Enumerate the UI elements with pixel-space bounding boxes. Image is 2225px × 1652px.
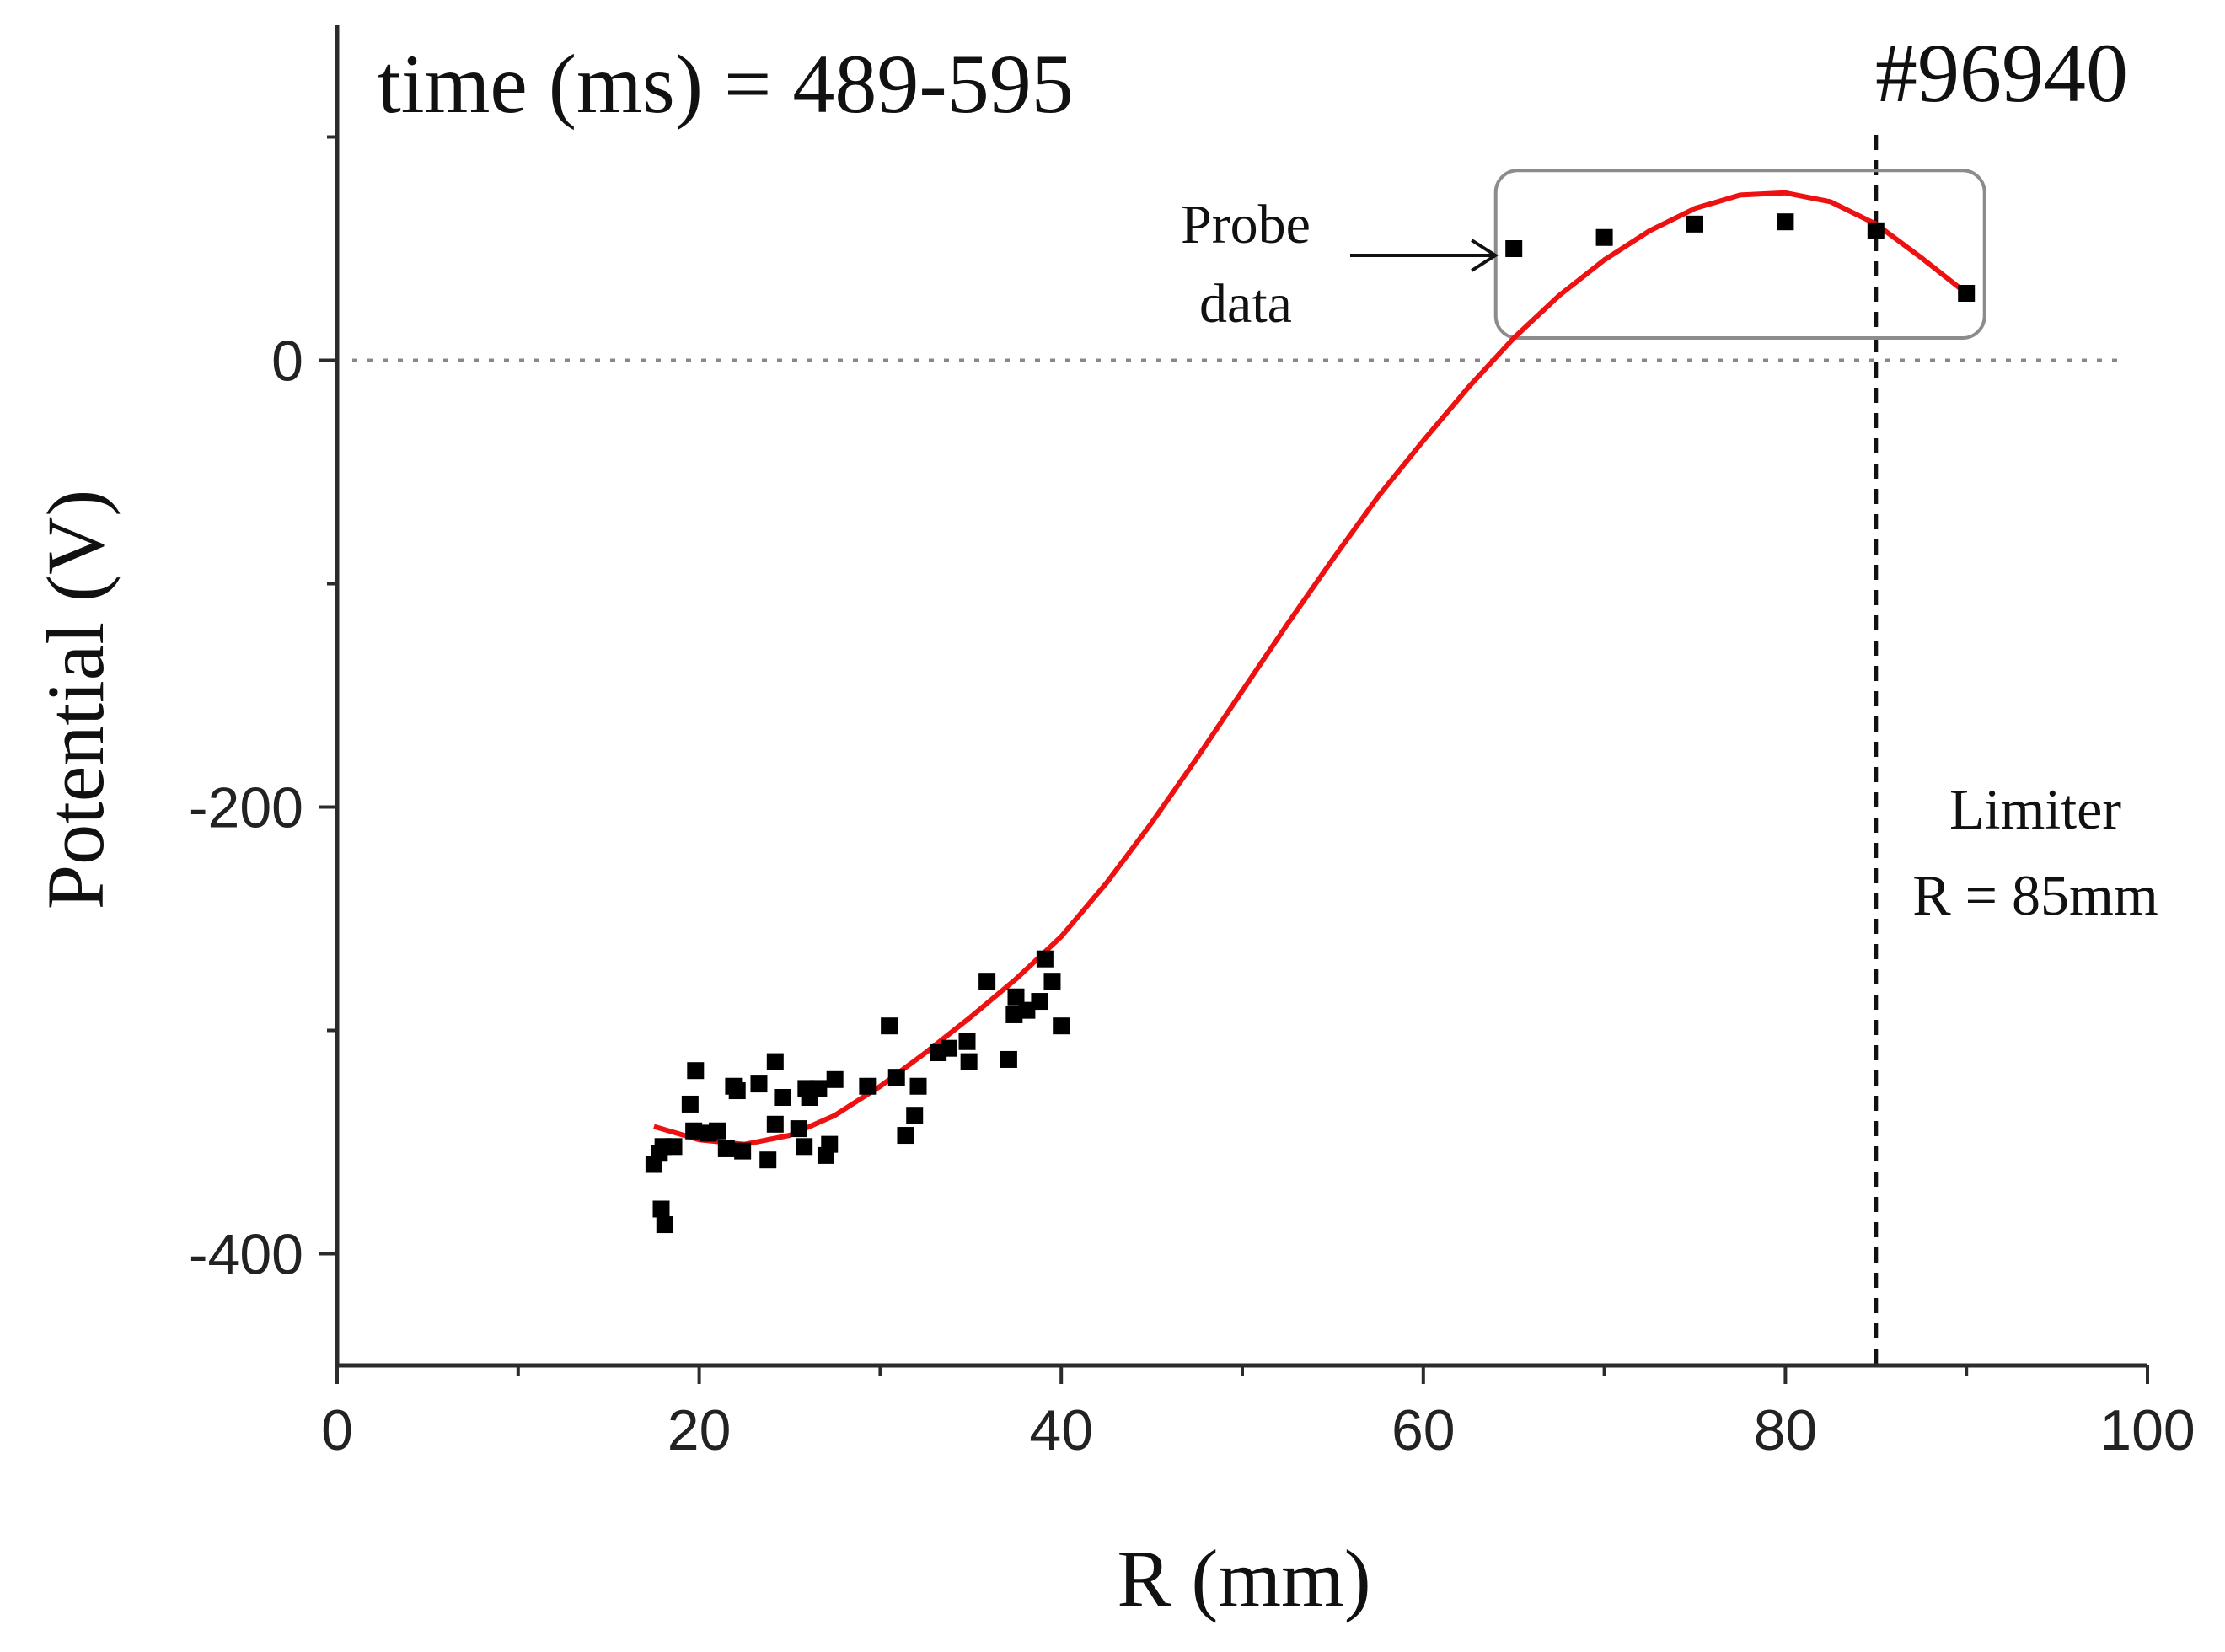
data-point [709,1122,726,1140]
data-point [958,1032,976,1050]
data-point [859,1077,877,1095]
data-point [941,1039,958,1057]
data-point [1043,973,1061,990]
data-point [665,1138,683,1156]
data-point [960,1053,978,1070]
x-tick-label: 40 [1029,1398,1093,1462]
data-point [1505,240,1523,257]
y-tick-label: 0 [271,330,303,394]
data-point [734,1142,752,1160]
x-tick-label: 80 [1754,1398,1818,1462]
data-point [1053,1017,1070,1035]
x-tick-label: 100 [2099,1398,2195,1462]
data-point [759,1151,777,1169]
axes: 0 20 40 60 80 100 -400 -200 0 [189,25,2196,1462]
data-point [897,1127,914,1145]
data-point [685,1122,703,1140]
data-point [1036,950,1054,968]
shot-number: #96940 [1875,26,2128,120]
limiter-label-line2: R = 85mm [1912,863,2158,927]
data-point [1958,285,1976,302]
x-tick-label: 0 [321,1398,353,1462]
data-point [656,1216,673,1234]
data-point [1000,1050,1017,1068]
y-axis-title: Potential (V) [30,490,121,910]
data-point [821,1135,839,1153]
data-point [687,1062,705,1080]
data-point [978,973,996,990]
data-point [774,1089,791,1106]
y-tick-label: -400 [189,1223,303,1287]
data-point [652,1200,670,1218]
data-point [681,1095,699,1113]
data-point [1005,1006,1023,1023]
fit-curve [653,190,1969,1147]
y-tick-label: -200 [189,776,303,840]
data-point [796,1138,813,1156]
fit-curve-layer [653,190,1969,1147]
chart-title: time (ms) = 489-595 [378,37,1074,131]
limiter-label-line1: Limiter [1949,777,2121,841]
probe-arrow-head [1471,239,1499,272]
data-point [1018,1001,1036,1019]
probe-label-line2: data [1199,273,1292,335]
data-point [1777,213,1794,231]
data-point [826,1070,844,1088]
data-point [1686,215,1703,233]
x-tick-label: 20 [668,1398,732,1462]
probe-label-line1: Probe [1181,194,1311,255]
data-points [645,213,1976,1234]
data-point [906,1107,924,1124]
data-point [1007,988,1025,1006]
data-point [810,1080,828,1097]
data-point [790,1120,807,1138]
data-point [1031,993,1048,1011]
data-point [1867,222,1885,239]
x-tick-label: 60 [1391,1398,1456,1462]
data-point [909,1077,927,1095]
probe-annotation [1350,169,1986,340]
data-point [750,1075,768,1093]
reference-lines [352,135,2122,1365]
data-point [717,1140,735,1157]
data-point [766,1115,784,1133]
x-axis-title: R (mm) [1117,1533,1370,1623]
data-point [728,1082,746,1100]
data-point [887,1069,905,1086]
data-point [1595,228,1613,246]
data-point [766,1053,784,1070]
data-point [881,1017,898,1035]
